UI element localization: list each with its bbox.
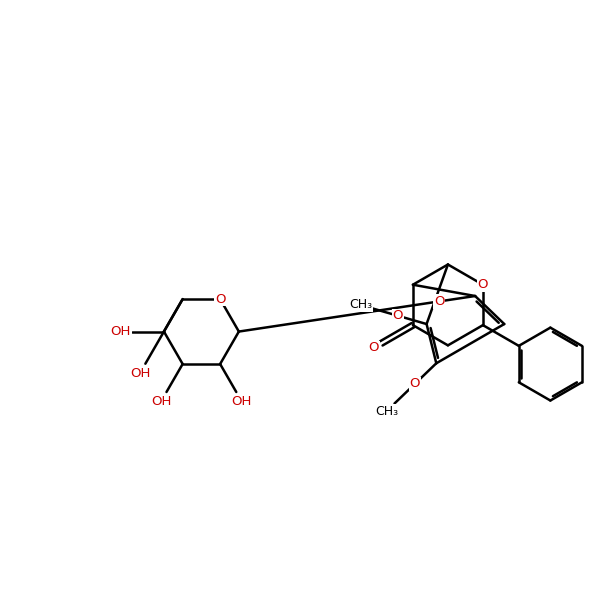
- Text: O: O: [478, 278, 488, 291]
- Text: O: O: [434, 295, 445, 308]
- Text: CH₃: CH₃: [349, 298, 372, 311]
- Text: OH: OH: [151, 395, 171, 408]
- Text: O: O: [410, 377, 420, 391]
- Text: CH₃: CH₃: [375, 404, 398, 418]
- Text: O: O: [368, 341, 379, 355]
- Text: O: O: [215, 293, 226, 305]
- Text: O: O: [392, 309, 403, 322]
- Text: OH: OH: [232, 395, 252, 408]
- Text: OH: OH: [130, 367, 151, 380]
- Text: OH: OH: [110, 325, 131, 338]
